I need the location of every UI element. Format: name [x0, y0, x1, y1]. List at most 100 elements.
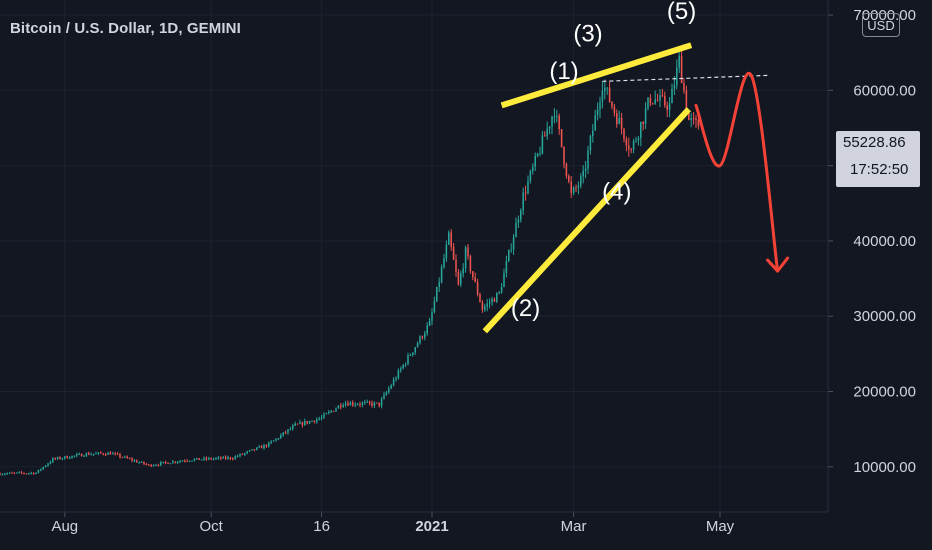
candle-body [222, 456, 224, 459]
candle-body [239, 453, 241, 457]
candle-body [630, 149, 632, 151]
candle-body [498, 292, 500, 294]
candle-body [90, 454, 92, 456]
candle-body [330, 410, 332, 412]
candle-body [244, 452, 246, 455]
candle-body [176, 461, 179, 463]
candle-body [589, 136, 592, 151]
candle-body [73, 455, 76, 457]
time-tick-label: May [706, 518, 735, 535]
time-tick-label: 16 [313, 518, 330, 535]
candle-body [66, 456, 68, 459]
candle-body [536, 153, 539, 157]
candle-body [558, 115, 560, 130]
candle-body [20, 472, 23, 474]
candle-body [397, 370, 400, 379]
candle-body [414, 347, 416, 353]
candle-body [92, 453, 95, 455]
candle-body [59, 457, 61, 459]
currency-badge[interactable]: USD [862, 13, 900, 37]
candle-body [647, 97, 649, 109]
projection-curve [694, 71, 780, 273]
candle-body [294, 423, 296, 426]
candle-body [462, 268, 464, 274]
candle-body [368, 401, 371, 403]
candle-body [220, 457, 222, 459]
time-axis[interactable]: Aug Oct 16 2021 Mar May [0, 511, 828, 535]
candle-body [174, 461, 176, 463]
candle-body [570, 181, 572, 194]
candle-body [551, 116, 553, 127]
candle-body [282, 432, 284, 436]
candle-body [224, 456, 227, 459]
candle-body [366, 401, 368, 403]
candle-body [380, 398, 383, 406]
candle-body [68, 457, 71, 459]
candle-body [548, 126, 551, 129]
candle-body [275, 438, 277, 441]
candle-body [335, 408, 337, 412]
candle-body [625, 138, 628, 146]
candle-body [52, 458, 54, 462]
candle-body [198, 458, 200, 460]
candle-body [232, 458, 234, 460]
candle-body [529, 170, 532, 181]
candle-body [4, 473, 6, 475]
candle-body [443, 258, 445, 268]
price-tick-label: 10000.00 [853, 459, 916, 476]
candle-body [611, 101, 613, 107]
candle-body [217, 457, 220, 459]
candle-body [356, 404, 359, 406]
price-axis[interactable]: 10000.0020000.0030000.0040000.0050000.00… [827, 0, 916, 512]
candle-body [296, 423, 299, 425]
candle-body [654, 99, 656, 104]
candle-body [18, 472, 20, 474]
candle-body [64, 456, 66, 459]
candle-body [191, 460, 193, 462]
candle-body [488, 302, 491, 304]
candle-body [71, 455, 73, 458]
candle-body [205, 457, 208, 460]
candle-body [292, 425, 294, 429]
candle-body [143, 461, 145, 464]
candle-body [128, 458, 131, 460]
candle-body [493, 298, 496, 302]
candle-body [0, 473, 1, 475]
candle-body [359, 404, 361, 406]
candle-body [676, 67, 678, 86]
candle-body [635, 140, 637, 142]
candle-body [109, 452, 112, 455]
candle-body [136, 460, 138, 463]
candle-body [541, 135, 544, 154]
candle-body [472, 271, 474, 278]
candle-body [251, 449, 253, 451]
candle-body [553, 116, 556, 118]
candle-body [308, 421, 311, 424]
candle-body [503, 272, 505, 288]
candle-body [642, 121, 644, 124]
candle-body [1, 474, 4, 476]
candle-body [210, 458, 212, 460]
candle-body [484, 306, 486, 310]
candle-body [685, 90, 688, 111]
candle-body [539, 153, 541, 155]
candle-body [246, 451, 248, 453]
candle-body [599, 101, 601, 110]
candle-body [323, 414, 325, 418]
candle-body [97, 452, 100, 454]
candle-body [133, 460, 136, 462]
candle-body [448, 232, 450, 245]
bar-countdown: 17:52:50 [850, 161, 909, 178]
candle-body [112, 453, 114, 455]
candle-body [148, 464, 150, 466]
candle-body [388, 388, 390, 393]
lower-trendline [482, 107, 692, 334]
candle-body [481, 302, 484, 310]
wave-label: (2) [511, 295, 540, 322]
candle-body [203, 457, 205, 460]
candle-body [582, 170, 584, 177]
candle-body [412, 352, 414, 355]
candle-body [491, 298, 493, 303]
